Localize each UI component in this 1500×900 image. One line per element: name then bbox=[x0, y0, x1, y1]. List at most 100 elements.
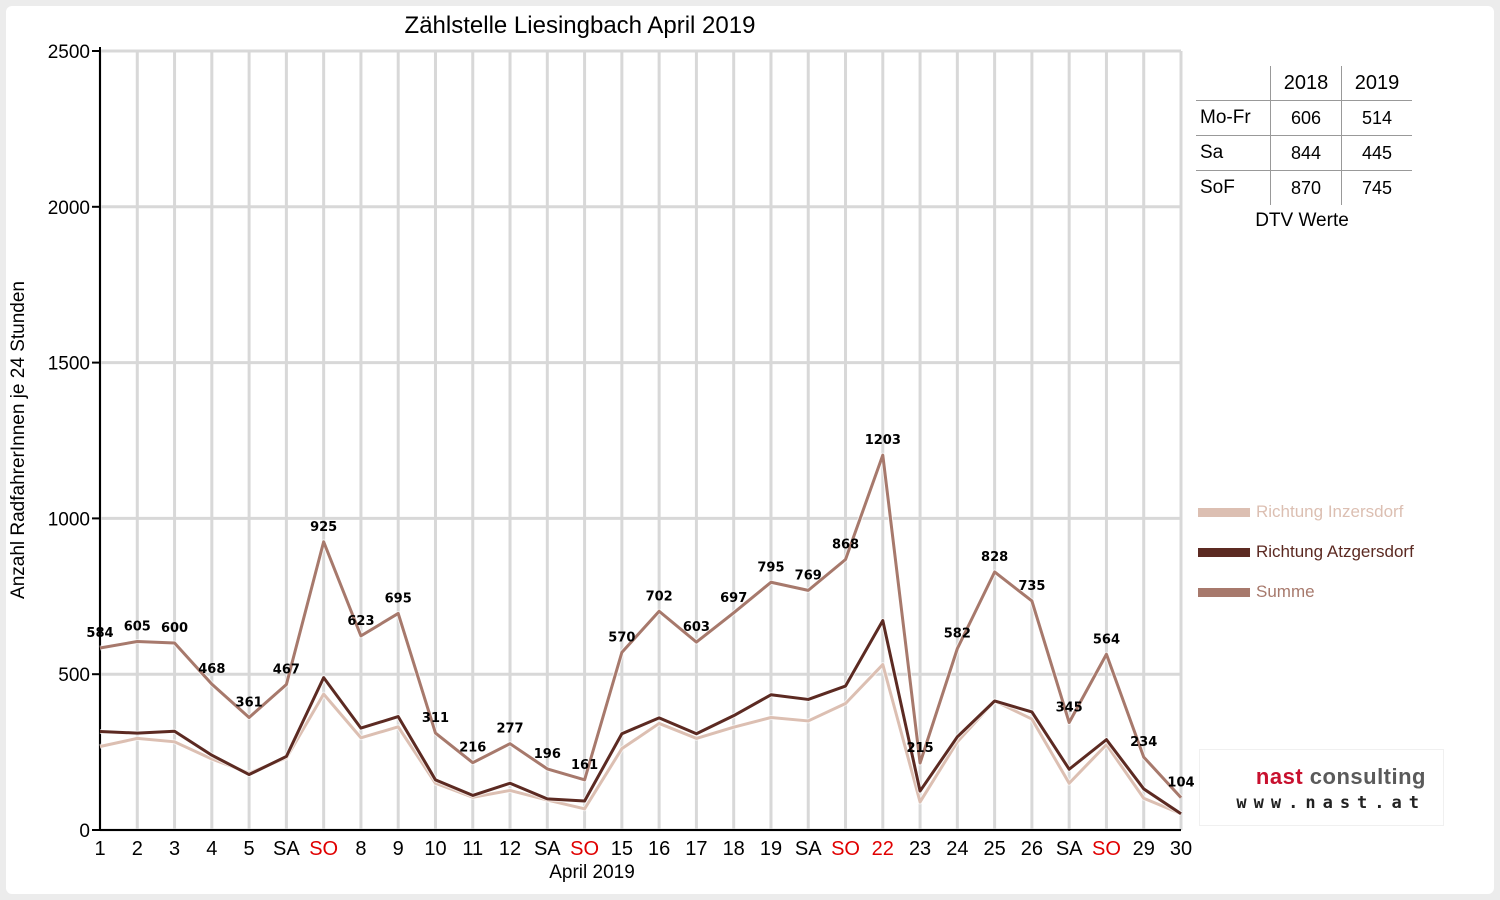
dtv-table: 2018 2019 Mo-Fr 606 514 Sa 844 445 SoF 8… bbox=[1196, 66, 1412, 205]
series-line-halo bbox=[99, 662, 1182, 817]
logo-url: www.nast.at bbox=[1236, 793, 1426, 813]
dtv-row-label: Sa bbox=[1196, 135, 1271, 171]
y-tick-label: 1000 bbox=[48, 509, 90, 530]
x-tick-label: 15 bbox=[611, 838, 633, 860]
y-tick-label: 2500 bbox=[48, 42, 90, 63]
legend-item-inzersdorf: Richtung Inzersdorf bbox=[1198, 492, 1414, 532]
dtv-row-label: SoF bbox=[1196, 170, 1271, 205]
x-tick-label: 29 bbox=[1133, 838, 1155, 860]
x-tick-label: SA bbox=[1056, 838, 1083, 860]
data-label: 277 bbox=[496, 722, 523, 737]
y-tick-label: 0 bbox=[79, 821, 90, 842]
x-tick-label: 16 bbox=[648, 838, 670, 860]
data-label: 564 bbox=[1093, 632, 1120, 647]
dtv-row-mo-fr: Mo-Fr 606 514 bbox=[1196, 100, 1412, 136]
data-label: 104 bbox=[1167, 776, 1194, 791]
series-line-summe bbox=[99, 453, 1183, 799]
legend-label-atzgersdorf: Richtung Atzgersdorf bbox=[1256, 542, 1414, 561]
x-tick-label: 23 bbox=[909, 838, 931, 860]
x-tick-label: 8 bbox=[355, 838, 366, 860]
dtv-col-2019: 2019 bbox=[1341, 66, 1412, 101]
data-label: 702 bbox=[646, 589, 673, 604]
data-label: 623 bbox=[347, 614, 374, 629]
x-tick-label: 26 bbox=[1021, 838, 1043, 860]
data-label: 361 bbox=[236, 696, 263, 711]
series-line-atzgersdorf bbox=[99, 619, 1182, 816]
dtv-row-sof: SoF 870 745 bbox=[1196, 170, 1412, 205]
dtv-cell-2018: 606 bbox=[1270, 100, 1342, 136]
data-label: 605 bbox=[124, 619, 151, 634]
x-tick-label: 30 bbox=[1170, 838, 1192, 860]
data-label: 582 bbox=[944, 627, 971, 642]
x-tick-label: 18 bbox=[723, 838, 745, 860]
data-label: 600 bbox=[161, 621, 188, 636]
data-label: 215 bbox=[906, 741, 933, 756]
x-tick-label: 24 bbox=[946, 838, 968, 860]
data-label: 311 bbox=[422, 711, 449, 726]
chart-title: Zählstelle Liesingbach April 2019 bbox=[404, 12, 756, 39]
data-label: 196 bbox=[534, 747, 561, 762]
data-label: 161 bbox=[571, 758, 598, 773]
x-tick-label: 5 bbox=[244, 838, 255, 860]
x-tick-label: 19 bbox=[760, 838, 782, 860]
logo-wordmark-part2: consulting bbox=[1309, 764, 1426, 789]
x-tick-label: SO bbox=[570, 838, 599, 860]
data-label: 925 bbox=[310, 520, 337, 535]
data-label: 570 bbox=[608, 630, 635, 645]
y-tick-label: 1500 bbox=[48, 354, 90, 375]
x-tick-label: SA bbox=[534, 838, 561, 860]
x-tick-label: 11 bbox=[462, 838, 483, 860]
legend-item-atzgersdorf: Richtung Atzgersdorf bbox=[1198, 532, 1414, 572]
legend-label-summe: Summe bbox=[1256, 582, 1315, 601]
dtv-cell-2019: 745 bbox=[1341, 170, 1412, 205]
data-label: 697 bbox=[720, 591, 747, 606]
x-tick-label: 4 bbox=[206, 838, 217, 860]
x-tick-label: SO bbox=[831, 838, 860, 860]
dtv-corner-cell bbox=[1196, 66, 1271, 101]
series-line-inzersdorf bbox=[99, 663, 1182, 816]
x-axis-label: April 2019 bbox=[549, 862, 635, 883]
data-label: 769 bbox=[795, 568, 822, 583]
logo-wordmark: nast consulting bbox=[1200, 764, 1426, 790]
x-tick-label: 3 bbox=[169, 838, 180, 860]
dtv-cell-2019: 445 bbox=[1341, 135, 1412, 171]
x-tick-label: SA bbox=[795, 838, 822, 860]
dtv-caption: DTV Werte bbox=[1255, 210, 1349, 231]
x-tick-label: 17 bbox=[685, 838, 707, 860]
legend-swatch-inzersdorf bbox=[1198, 507, 1250, 517]
x-tick-label: 22 bbox=[872, 838, 894, 860]
y-tick-label: 500 bbox=[58, 665, 90, 686]
data-label: 603 bbox=[683, 620, 710, 635]
series-line-halo bbox=[99, 452, 1183, 800]
data-label: 584 bbox=[86, 626, 113, 641]
x-tick-label: SO bbox=[309, 838, 338, 860]
legend-swatch-summe bbox=[1198, 587, 1250, 597]
chart-legend: Richtung Inzersdorf Richtung Atzgersdorf… bbox=[1198, 492, 1414, 612]
logo-wordmark-part1: nast bbox=[1255, 764, 1304, 789]
x-tick-label: 9 bbox=[393, 838, 404, 860]
dtv-col-2018: 2018 bbox=[1270, 66, 1342, 101]
dtv-header-row: 2018 2019 bbox=[1196, 66, 1412, 101]
data-label: 1203 bbox=[865, 433, 901, 448]
x-tick-label: 12 bbox=[499, 838, 521, 860]
company-logo: nast consulting www.nast.at bbox=[1200, 750, 1443, 825]
x-tick-label: SA bbox=[273, 838, 300, 860]
x-tick-label: 10 bbox=[424, 838, 446, 860]
data-label: 234 bbox=[1130, 735, 1157, 750]
dtv-cell-2019: 514 bbox=[1341, 100, 1412, 136]
dtv-row-label: Mo-Fr bbox=[1196, 100, 1271, 136]
legend-item-summe: Summe bbox=[1198, 572, 1414, 612]
data-label: 828 bbox=[981, 550, 1008, 565]
x-tick-label: 1 bbox=[94, 838, 105, 860]
dtv-cell-2018: 844 bbox=[1270, 135, 1342, 171]
series-line-halo bbox=[99, 618, 1183, 816]
x-tick-label: SO bbox=[1092, 838, 1121, 860]
data-label: 216 bbox=[459, 741, 486, 756]
data-label: 345 bbox=[1056, 700, 1083, 715]
y-axis-label: Anzahl RadfahrerInnen je 24 Stunden bbox=[8, 281, 29, 599]
data-label: 868 bbox=[832, 538, 859, 553]
data-label: 467 bbox=[273, 662, 300, 677]
data-label: 735 bbox=[1018, 579, 1045, 594]
dtv-row-sa: Sa 844 445 bbox=[1196, 135, 1412, 171]
data-label: 795 bbox=[757, 560, 784, 575]
